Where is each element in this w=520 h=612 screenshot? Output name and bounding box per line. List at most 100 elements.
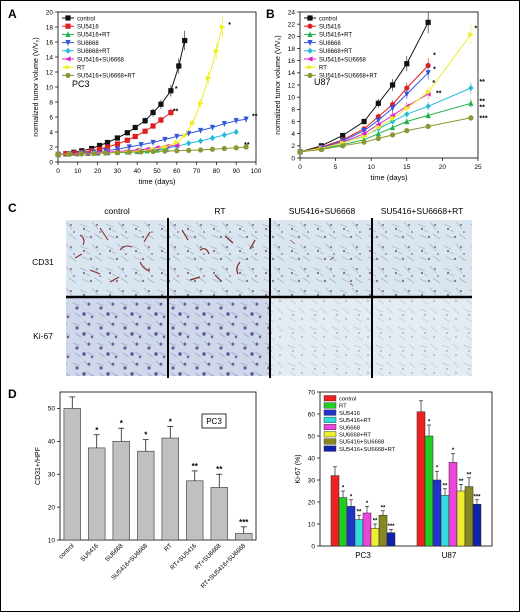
y-axis-label: normalized tumor volume (V/V₀)	[275, 35, 282, 134]
legend-swatch-su6668	[323, 424, 337, 430]
marker-su6668-rt-7	[425, 103, 431, 110]
marker-su6668-4	[375, 117, 381, 124]
legend-label-su5416-su6668-rt: SU5416+SU6668+RT	[339, 447, 396, 453]
micrograph-cd31-su5416-su6668-rt	[372, 220, 472, 296]
x-tick-label-40: 40	[134, 168, 142, 175]
marker-su5416-8	[124, 137, 130, 143]
marker-su6668-8	[150, 139, 156, 146]
y-tick-label-40: 40	[48, 439, 56, 446]
panel-label-b: B	[266, 7, 275, 21]
legend-label-su6668: SU6668	[339, 425, 360, 431]
significance-u87-su5416: *	[436, 466, 439, 472]
marker-su6668-5	[389, 105, 396, 112]
marker-su6668-rt-6	[404, 111, 410, 118]
x-tick-label-30: 30	[114, 168, 122, 175]
series-line-su6668	[299, 72, 429, 153]
legend-label-su5416-su6668-rt: SU5416+SU6668+RT	[319, 74, 378, 80]
x-tick-label-90: 90	[233, 168, 241, 175]
legend-swatch-su6668-rt	[323, 431, 337, 438]
marker-su5416-su6668-rt-0	[55, 151, 61, 158]
legend-marker-su6668	[65, 40, 71, 46]
legend-label-su5416: SU5416	[319, 25, 341, 31]
histology-col-rt: RT	[214, 206, 225, 216]
marker-su5416-su6668-rt-0	[297, 149, 303, 155]
legend-swatch-rt	[323, 402, 337, 409]
cell-line-label: PC3	[72, 79, 90, 89]
y-tick-label-6: 6	[49, 114, 53, 121]
micrograph-cd31-rt	[168, 220, 270, 296]
histology-row-cd31: CD31	[32, 257, 54, 267]
x-tick-label-100: 100	[251, 168, 262, 175]
marker-control-7	[114, 135, 120, 141]
panel-label-d: D	[8, 387, 17, 401]
y-tick-label-10: 10	[48, 537, 56, 544]
marker-su6668-10	[174, 133, 180, 140]
significance-mark-7: **	[479, 104, 485, 111]
marker-su5416-10	[142, 128, 148, 134]
marker-control-3	[361, 118, 367, 125]
marker-su5416-12	[158, 117, 164, 123]
micrograph-ki67-su5416-su6668-rt	[372, 298, 472, 376]
marker-su5416-13	[168, 109, 174, 116]
significance-mark-1: *	[175, 86, 178, 93]
y-axis-label: normalized tumor volume (V/V₀)	[33, 37, 40, 136]
legend-marker-su5416-su6668	[64, 56, 71, 62]
stained-vessels-combo	[289, 239, 354, 287]
marker-su5416-9	[132, 133, 138, 140]
marker-su6668-7	[425, 70, 431, 76]
marker-su5416-su6668-rt-8	[150, 148, 156, 155]
legend-label-rt: RT	[339, 404, 347, 410]
y-tick-label-2: 2	[49, 144, 53, 151]
marker-su6668-12	[197, 127, 204, 134]
marker-su5416-su6668-rt-5	[389, 132, 396, 138]
legend-label-su6668: SU6668	[319, 41, 341, 47]
histology-col-control: control	[104, 206, 130, 216]
y-tick-label-20: 20	[288, 34, 296, 41]
marker-su5416-su6668-9	[144, 146, 150, 152]
panel-label-c: C	[8, 201, 17, 215]
marker-su5416-2	[71, 150, 77, 156]
marker-su6668-rt-11	[186, 140, 192, 147]
stained-vessels-control	[74, 227, 151, 283]
significance-rt-su5416-su6668: ***	[239, 518, 249, 527]
marker-su5416-rt-4	[375, 130, 381, 137]
marker-su5416-su6668-rt-3	[91, 150, 97, 156]
marker-control-6	[104, 139, 111, 146]
x-axis-label: time (days)	[370, 173, 408, 182]
legend-label-su5416-su6668: SU5416+SU6668	[339, 440, 384, 446]
marker-su5416-su6668-rt-15	[233, 145, 239, 151]
marker-rt-16	[219, 24, 226, 30]
y-tick-label-20: 20	[308, 499, 316, 506]
y-tick-label-12: 12	[46, 69, 54, 76]
marker-su5416-5	[96, 146, 103, 152]
marker-su5416-su6668-12	[173, 142, 180, 149]
significance-pc3-su6668: *	[366, 501, 369, 507]
marker-su5416-7	[114, 141, 120, 147]
marker-rt-14	[205, 75, 212, 81]
group-label-pc3: PC3	[355, 551, 371, 560]
marker-su6668-15	[233, 118, 239, 124]
marker-su5416-su6668-rt-14	[221, 145, 227, 152]
series-line-su5416	[299, 65, 429, 153]
significance-mark-6: **	[436, 90, 442, 97]
marker-rt-5	[389, 115, 396, 122]
y-tick-label-0: 0	[291, 155, 295, 162]
legend-label-su6668-rt: SU6668+RT	[319, 49, 352, 55]
plot-frame	[59, 391, 257, 541]
marker-su6668-rt-14	[221, 131, 227, 139]
y-tick-label-50: 50	[48, 406, 56, 413]
y-tick-label-18: 18	[288, 46, 296, 53]
histology-col-su5416-su6668: SU5416+SU6668	[289, 206, 356, 216]
marker-su5416-7	[425, 62, 431, 69]
histology-panel: control RT SU5416+SU6668 SU5416+SU6668+R…	[32, 206, 472, 378]
legend-marker-su6668-rt	[65, 47, 71, 54]
micrograph-ki67-rt	[168, 298, 270, 376]
significance-rt-su5416: **	[192, 462, 199, 471]
marker-rt-10	[174, 139, 180, 146]
marker-su6668-14	[221, 121, 227, 127]
legend-marker-su5416-su6668-rt	[65, 72, 71, 78]
x-tick-label-10: 10	[368, 164, 376, 171]
significance-mark-2: *	[433, 67, 436, 74]
category-label-rt: RT	[163, 542, 174, 553]
